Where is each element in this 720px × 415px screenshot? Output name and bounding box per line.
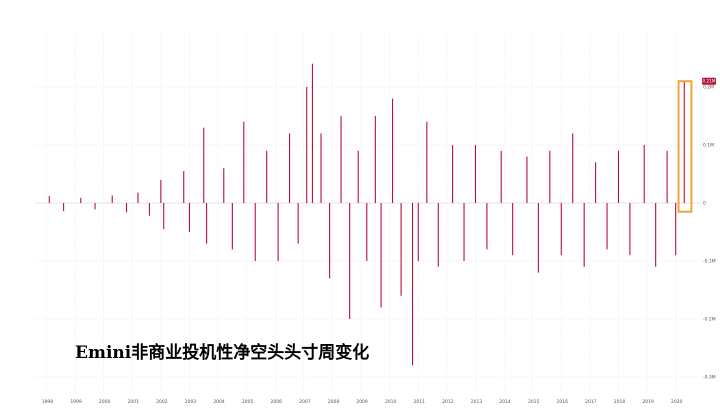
x-tick-label: 2008 [328,399,340,405]
x-tick-label: 2004 [213,399,225,405]
x-tick-label: 2019 [642,399,654,405]
x-tick-label: 2002 [156,399,168,405]
x-tick-label: 2011 [414,399,426,405]
y-tick-label: -0.1M [703,259,716,265]
x-tick-label: 2003 [185,399,197,405]
value-tag [702,77,716,85]
x-tick-label: 2010 [385,399,397,405]
x-tick-label: 2020 [671,399,683,405]
bars [48,63,685,366]
x-tick-label: 2012 [442,399,454,405]
x-tick-label: 2000 [99,399,111,405]
x-tick-label: 2005 [242,399,254,405]
x-tick-label: 2016 [557,399,569,405]
x-axis-ticks: 1998 1999 2000 2001 2002 2003 2004 2005 2006 2007… [42,399,683,405]
x-tick-label: 2007 [299,399,311,405]
y-tick-label: 0.1M [703,143,714,149]
value-tag-label: 0.21M [703,79,716,84]
y-axis-ticks: 0.2M 0.1M 0 -0.1M -0.2M -0.3M [703,85,716,381]
highlight: 0.21M [677,77,716,213]
x-tick-label: 2009 [356,399,368,405]
x-tick-label: 2015 [528,399,540,405]
x-tick-label: 2013 [471,399,483,405]
highlight-box [677,80,693,213]
chart-title: Emini非商业投机性净空头头寸周变化 [75,343,370,363]
y-tick-label: -0.2M [703,317,716,323]
y-tick-label: -0.3M [703,375,716,381]
x-tick-label: 2006 [271,399,283,405]
x-tick-label: 2001 [128,399,140,405]
x-tick-label: 1999 [70,399,82,405]
y-tick-label: 0 [703,201,706,207]
x-tick-label: 1998 [42,399,54,405]
y-tick-label: 0.2M [703,85,714,91]
gridlines [35,30,700,392]
x-tick-label: 2018 [614,399,626,405]
x-tick-label: 2017 [585,399,597,405]
x-tick-label: 2014 [499,399,511,405]
